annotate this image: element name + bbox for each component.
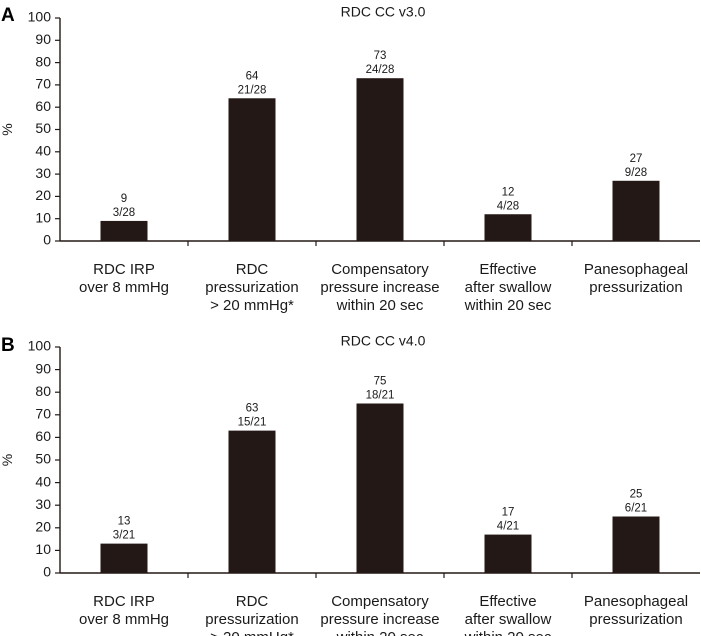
chart-2-category-label-4-line-1: Effective [479,593,536,610]
chart-1-value-label-1: 9 [121,193,127,205]
chart-1-category-label-3-line-2: pressure increase [320,279,439,296]
chart-2-category-label-1-line-1: RDC IRP [93,593,155,610]
chart-2-value-label-4: 17 [502,507,515,519]
chart-2-bar-3 [356,403,404,573]
chart-2-category-label-5-line-1: Panesophageal [584,593,688,610]
chart-1-value-label-5: 27 [630,153,643,165]
chart-1-y-tick-label-50: 50 [35,120,51,136]
chart-1-category-label-4-line-1: Effective [479,261,536,278]
chart-2-category-label-4-line-2: after swallow [465,611,552,628]
chart-1-value-label-3: 73 [374,50,387,62]
chart-1-count-label-5: 9/28 [625,167,647,179]
chart-1-y-tick-label-20: 20 [35,187,51,203]
chart-1-value-label-4: 12 [502,186,515,198]
chart-2-category-label-2-line-3: > 20 mmHg* [210,629,294,636]
chart-1-count-label-3: 24/28 [366,64,395,76]
chart-2-y-tick-label-50: 50 [35,451,51,467]
chart-1-category-label-1-line-2: over 8 mmHg [79,279,169,296]
chart-1-category-label-2-line-1: RDC [236,261,269,278]
chart-2-value-label-2: 63 [246,403,259,415]
chart-2-category-label-3-line-3: within 20 sec [336,629,424,636]
chart-2-count-label-4: 4/21 [497,521,519,533]
chart-2-category-label-2-line-1: RDC [236,593,269,610]
chart-2-category-label-4-line-3: within 20 sec [464,629,552,636]
chart-2-bar-5 [612,516,660,573]
chart-1-bar-2 [228,98,276,241]
chart-1-bar-3 [356,78,404,242]
chart-2-category-label-3-line-1: Compensatory [331,593,429,610]
chart-2-y-tick-label-0: 0 [43,564,51,580]
chart-1-category-label-4-line-3: within 20 sec [464,297,552,314]
chart-2-y-tick-label-20: 20 [35,519,51,535]
chart-2-count-label-2: 15/21 [238,417,267,429]
chart-1-category-label-1-line-1: RDC IRP [93,261,155,278]
chart-1-y-tick-label-10: 10 [35,209,51,225]
chart-2-count-label-5: 6/21 [625,503,647,515]
chart-2-y-tick-label-10: 10 [35,541,51,557]
chart-2-value-label-5: 25 [630,489,643,501]
chart-2-y-tick-label-90: 90 [35,360,51,376]
chart-1-category-label-5-line-2: pressurization [589,279,682,296]
chart-2-y-tick-label-60: 60 [35,428,51,444]
chart-1-y-tick-label-60: 60 [35,98,51,114]
chart-1-bar-4 [484,214,532,241]
chart-1-y-axis-label: % [0,123,15,135]
chart-2-y-tick-label-70: 70 [35,406,51,422]
chart-1-count-label-4: 4/28 [497,200,519,212]
chart-1-y-tick-label-0: 0 [43,232,51,248]
chart-2-value-label-3: 75 [374,376,387,388]
chart-2-category-label-1-line-2: over 8 mmHg [79,611,169,628]
chart-2-count-label-1: 3/21 [113,530,135,542]
chart-1-value-label-2: 64 [246,70,259,82]
chart-1-panel-label: A [1,5,15,26]
chart-2-bar-1 [100,543,148,573]
chart-1-bar-1 [100,220,148,241]
chart-1-y-tick-label-70: 70 [35,76,51,92]
chart-2-category-label-2-line-2: pressurization [205,611,298,628]
chart-1-y-tick-label-100: 100 [28,9,52,25]
chart-2-category-label-3-line-2: pressure increase [320,611,439,628]
chart-1-category-label-4-line-2: after swallow [465,279,552,296]
chart-1-category-label-2-line-2: pressurization [205,279,298,296]
chart-1-title: RDC CC v3.0 [341,4,426,20]
chart-2-count-label-3: 18/21 [366,390,395,402]
chart-1-count-label-2: 21/28 [238,84,267,96]
chart-2-bar-2 [228,430,276,573]
chart-1-category-label-5-line-1: Panesophageal [584,261,688,278]
chart-1-category-label-3-line-3: within 20 sec [336,297,424,314]
chart-1-y-tick-label-80: 80 [35,53,51,69]
chart-1-bar-5 [612,180,660,241]
chart-2-bar-4 [484,534,532,573]
chart-2-value-label-1: 13 [118,516,131,528]
chart-1-category-label-2-line-3: > 20 mmHg* [210,297,294,314]
chart-1-y-tick-label-30: 30 [35,165,51,181]
chart-1-count-label-1: 3/28 [113,207,135,219]
chart-2-y-axis-label: % [0,454,15,466]
chart-1-y-tick-label-90: 90 [35,31,51,47]
chart-2-y-tick-label-40: 40 [35,473,51,489]
chart-2-y-tick-label-80: 80 [35,383,51,399]
chart-2-y-tick-label-100: 100 [28,338,52,354]
chart-1-category-label-3-line-1: Compensatory [331,261,429,278]
chart-2-panel-label: B [1,335,15,356]
chart-1-y-tick-label-40: 40 [35,143,51,159]
chart-2-category-label-5-line-2: pressurization [589,611,682,628]
chart-2-title: RDC CC v4.0 [341,333,426,349]
chart-2-y-tick-label-30: 30 [35,496,51,512]
